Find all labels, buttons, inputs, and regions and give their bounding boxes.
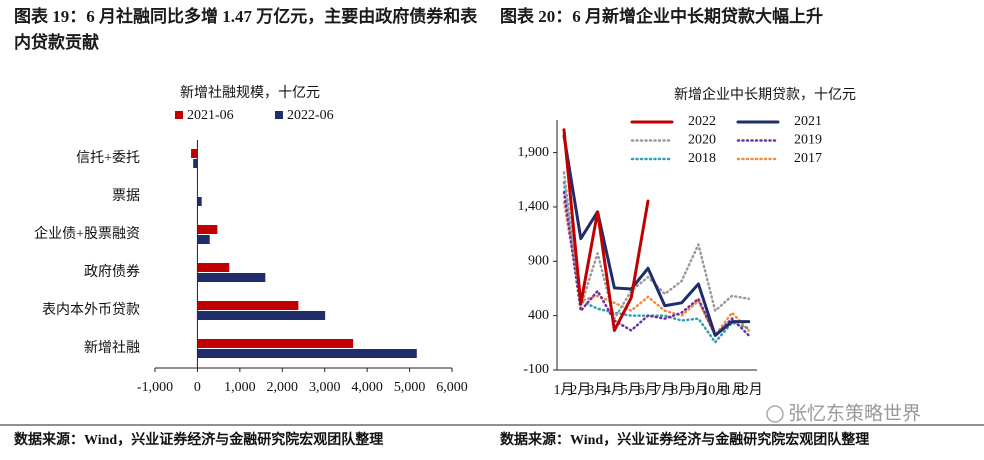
- watermark-icon: [766, 405, 784, 423]
- line: [562, 181, 751, 344]
- x-tick-label: 2,000: [267, 380, 299, 395]
- x-tick-label: 9月: [688, 382, 709, 398]
- x-tick-label: -1,000: [137, 380, 173, 395]
- source: 数据来源：Wind，兴业证券经济与金融研究院宏观团队整理: [14, 431, 383, 448]
- line: [562, 190, 751, 337]
- x-tick-label: 5月: [621, 382, 642, 398]
- subtitle: 新增社融规模，十亿元: [180, 85, 320, 101]
- legend-swatch: [175, 111, 183, 119]
- legend-label: 2017: [794, 151, 822, 166]
- bar: [197, 339, 354, 348]
- legend-label: 2021: [794, 114, 822, 129]
- chart-title: 图表 20：6 月新增企业中长期贷款大幅上升: [500, 7, 823, 26]
- y-tick-label: 900: [528, 254, 549, 269]
- legend-label: 2022-06: [287, 108, 334, 123]
- bar: [197, 349, 417, 358]
- x-tick-label: 6月: [638, 382, 659, 398]
- chart-title: 图表 19：6 月社融同比多增 1.47 万亿元，主要由政府债券和表内贷款贡献: [14, 7, 478, 52]
- subtitle: 新增企业中长期贷款，十亿元: [674, 86, 856, 103]
- legend-label: 2019: [794, 133, 822, 148]
- y-tick-label: 新增社融: [84, 340, 140, 356]
- x-tick-label: 12月: [735, 382, 763, 398]
- x-tick-label: 0: [194, 380, 201, 395]
- y-tick-label: 1,900: [518, 145, 550, 160]
- bar: [191, 149, 198, 158]
- y-tick-label: 政府债券: [84, 264, 140, 280]
- bar: [197, 235, 210, 244]
- x-tick-label: 3月: [587, 382, 608, 398]
- bar: [193, 159, 198, 168]
- x-tick-label: 4,000: [351, 380, 383, 395]
- legend-swatch: [275, 111, 283, 119]
- bar: [197, 263, 230, 272]
- x-tick-label: 6,000: [436, 380, 468, 395]
- x-tick-label: 11月: [718, 382, 745, 398]
- y-tick-label: 企业债+股票融资: [34, 225, 140, 242]
- x-tick-label: 8月: [671, 382, 692, 398]
- x-tick-label: 1,000: [224, 380, 256, 395]
- legend-label: 2022: [688, 114, 716, 129]
- x-tick-label: 7月: [654, 382, 675, 398]
- y-tick-label: 1,400: [518, 199, 550, 214]
- legend-label: 2021-06: [187, 108, 234, 123]
- y-tick-label: 表内本外币贷款: [42, 302, 140, 318]
- y-tick-label: 信托+委托: [76, 150, 140, 166]
- x-tick-label: 1月: [554, 382, 575, 398]
- bar: [197, 225, 218, 234]
- x-tick-label: 10月: [701, 382, 729, 398]
- source: 数据来源：Wind，兴业证券经济与金融研究院宏观团队整理: [500, 431, 869, 448]
- bar: [197, 197, 202, 206]
- watermark: 张忆东策略世界: [788, 403, 921, 425]
- bar: [197, 301, 299, 310]
- x-tick-label: 3,000: [309, 380, 341, 395]
- bar: [197, 311, 326, 320]
- legend-label: 2020: [688, 133, 716, 148]
- x-tick-label: 4月: [604, 382, 625, 398]
- line: [562, 128, 650, 332]
- y-tick-label: -100: [523, 362, 549, 377]
- legend-label: 2018: [688, 151, 716, 166]
- x-tick-label: 2月: [570, 382, 591, 398]
- line: [562, 134, 751, 337]
- x-tick-label: 5,000: [394, 380, 426, 395]
- bar: [197, 273, 266, 282]
- y-tick-label: 400: [528, 308, 549, 323]
- y-tick-label: 票据: [112, 188, 140, 204]
